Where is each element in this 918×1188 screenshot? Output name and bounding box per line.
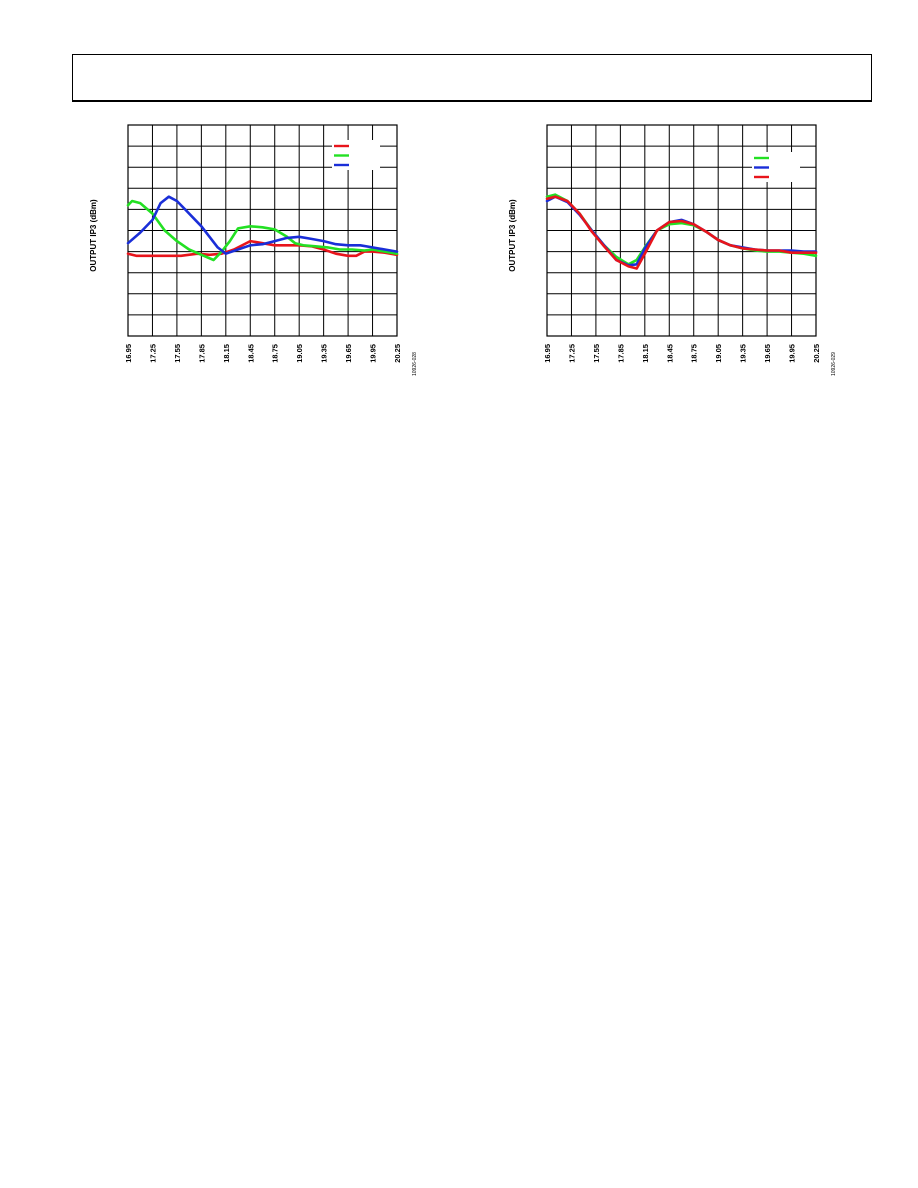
plot-frame (127, 124, 398, 337)
x-tick-label: 18.15 (222, 344, 231, 363)
x-tick-label: 17.55 (592, 344, 601, 363)
x-tick-label: 16.95 (124, 344, 133, 363)
x-tick-label: 18.75 (690, 344, 699, 363)
x-tick-label: 19.95 (788, 344, 797, 363)
x-tick-label: 18.15 (641, 344, 650, 363)
x-tick-label: 17.85 (197, 344, 206, 363)
series-line-blue (126, 195, 399, 255)
x-tick-label: 17.55 (173, 344, 182, 363)
page-header-box (72, 54, 872, 102)
x-tick-label: 17.85 (616, 344, 625, 363)
x-tick-label: 17.25 (148, 344, 157, 363)
x-tick-label: 19.65 (763, 344, 772, 363)
x-tick-label: 19.95 (369, 344, 378, 363)
x-tick-label: 20.25 (393, 344, 402, 363)
x-tick-label: 19.05 (295, 344, 304, 363)
x-tick-label: 16.95 (543, 344, 552, 363)
series-line-green (126, 199, 399, 262)
figure-id: 10926-028 (412, 352, 418, 376)
series-line-red (545, 195, 818, 270)
x-tick-label: 19.35 (320, 344, 329, 363)
chart-left: 16.95 17.25 17.55 17.85 18.15 18.45 18.75 19.05… (89, 124, 418, 376)
series-line-red (126, 239, 399, 258)
chart-right: 16.95 17.25 17.55 17.85 18.15 18.45 18.75 19.05… (508, 124, 837, 376)
x-tick-label: 19.05 (714, 344, 723, 363)
x-tick-label: 18.45 (246, 344, 255, 363)
x-tick-label: 17.25 (567, 344, 576, 363)
figure-id: 10926-029 (831, 352, 837, 376)
y-axis-label: OUTPUT IP3 (dBm) (508, 199, 517, 272)
x-tick-label: 20.25 (812, 344, 821, 363)
x-tick-label: 18.45 (665, 344, 674, 363)
y-axis-label: OUTPUT IP3 (dBm) (89, 199, 98, 272)
series-line-green (545, 193, 818, 266)
plot-frame (546, 124, 817, 337)
x-tick-label: 19.35 (739, 344, 748, 363)
x-tick-label: 19.65 (344, 344, 353, 363)
x-tick-label: 18.75 (271, 344, 280, 363)
